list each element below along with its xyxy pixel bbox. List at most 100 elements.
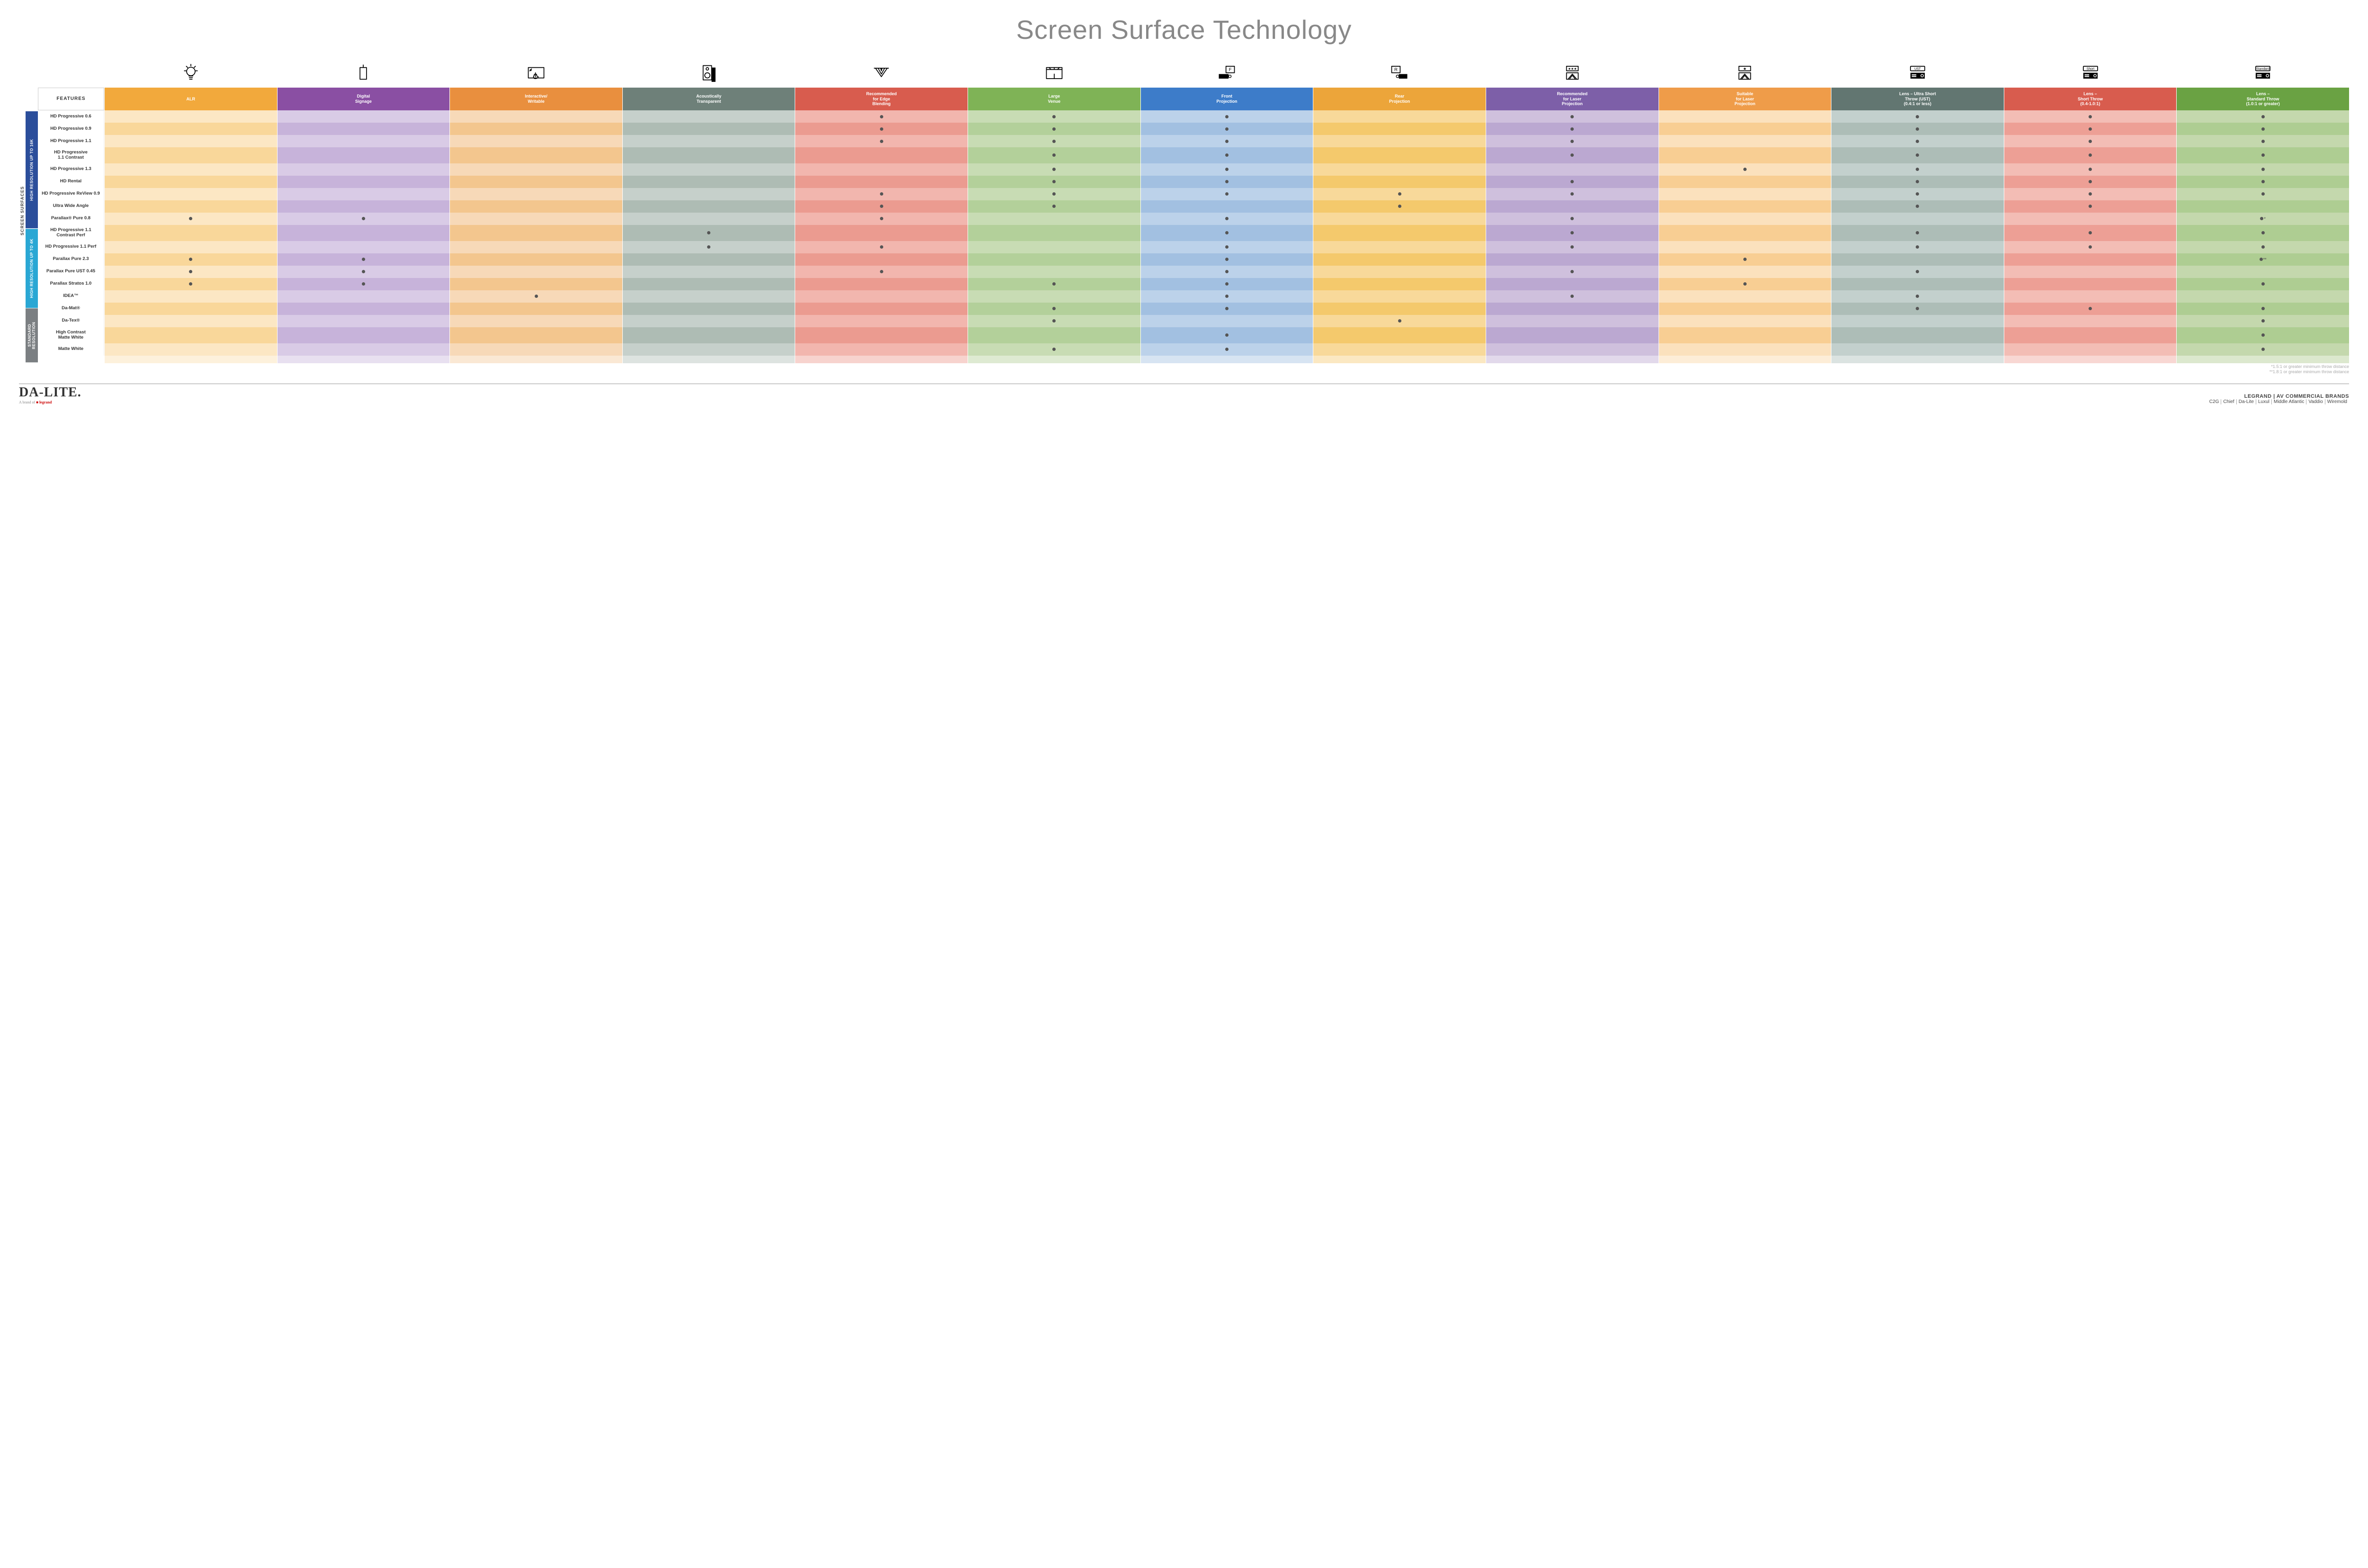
cell bbox=[450, 225, 622, 241]
dot-icon bbox=[1743, 282, 1747, 286]
cell bbox=[1313, 315, 1486, 327]
cell bbox=[623, 241, 795, 253]
cell bbox=[968, 315, 1140, 327]
dot-icon bbox=[1570, 295, 1574, 298]
dot-icon bbox=[1916, 153, 1919, 157]
group-standard-resolution: STANDARDRESOLUTION bbox=[26, 308, 38, 362]
cell bbox=[2004, 290, 2177, 303]
cell bbox=[105, 147, 277, 163]
cell bbox=[278, 343, 450, 356]
cell bbox=[1313, 123, 1486, 135]
cell bbox=[968, 278, 1140, 290]
dot-icon bbox=[2261, 192, 2265, 196]
cell bbox=[1486, 123, 1659, 135]
cell bbox=[1659, 278, 1831, 290]
cell: ** bbox=[2177, 253, 2349, 266]
cell bbox=[795, 110, 968, 123]
dot-icon bbox=[1225, 231, 1229, 234]
dot-icon bbox=[2089, 115, 2092, 118]
dot-icon bbox=[2089, 205, 2092, 208]
col-header-reclaser: Recommendedfor LaserProjection bbox=[1486, 88, 1659, 110]
row-label: Da-Mat® bbox=[38, 303, 104, 315]
cell bbox=[2004, 253, 2177, 266]
cell bbox=[1313, 253, 1486, 266]
cell bbox=[1831, 343, 2004, 356]
cell bbox=[1313, 163, 1486, 176]
logo-sub: A brand of ■ legrand bbox=[19, 400, 81, 404]
cell bbox=[968, 188, 1140, 200]
cell bbox=[968, 303, 1140, 315]
dot-icon bbox=[880, 217, 883, 220]
cell bbox=[450, 135, 622, 147]
cell bbox=[278, 225, 450, 241]
cell bbox=[105, 266, 277, 278]
dot-note: ** bbox=[2263, 257, 2267, 262]
cell bbox=[1313, 225, 1486, 241]
dot-icon bbox=[1916, 140, 1919, 143]
cell bbox=[1831, 315, 2004, 327]
cell bbox=[105, 110, 277, 123]
cell bbox=[1313, 188, 1486, 200]
cell bbox=[1831, 188, 2004, 200]
cell bbox=[1141, 163, 1313, 176]
dot-icon bbox=[1052, 180, 1056, 183]
dot-icon bbox=[1052, 127, 1056, 131]
col-header-suitlaser: Suitablefor LaserProjection bbox=[1659, 88, 1831, 110]
dot-icon bbox=[1225, 282, 1229, 286]
cell bbox=[1141, 147, 1313, 163]
cell bbox=[1831, 213, 2004, 225]
cell bbox=[105, 225, 277, 241]
cell bbox=[1831, 225, 2004, 241]
acoustic-icon bbox=[623, 59, 795, 88]
dot-icon bbox=[1225, 258, 1229, 261]
cell bbox=[2004, 110, 2177, 123]
dot-icon bbox=[1570, 115, 1574, 118]
dot-icon bbox=[2261, 231, 2265, 234]
cell bbox=[1313, 266, 1486, 278]
cell bbox=[1659, 176, 1831, 188]
dot-icon bbox=[1225, 307, 1229, 310]
dot-icon bbox=[1743, 258, 1747, 261]
dot-icon bbox=[1916, 231, 1919, 234]
signage-icon bbox=[278, 59, 450, 88]
dot-icon bbox=[1225, 333, 1229, 337]
cell bbox=[105, 163, 277, 176]
cell bbox=[105, 213, 277, 225]
cell bbox=[1831, 303, 2004, 315]
dot-icon bbox=[1052, 168, 1056, 171]
dot-icon bbox=[2089, 231, 2092, 234]
cell bbox=[105, 343, 277, 356]
cell bbox=[2004, 303, 2177, 315]
dot-icon bbox=[1570, 180, 1574, 183]
dot-icon bbox=[1225, 127, 1229, 131]
dot-icon bbox=[1225, 348, 1229, 351]
cell bbox=[450, 303, 622, 315]
dot-icon bbox=[1225, 295, 1229, 298]
cell bbox=[2004, 266, 2177, 278]
cell bbox=[795, 163, 968, 176]
dot-icon bbox=[189, 258, 192, 261]
dot-icon bbox=[1225, 180, 1229, 183]
cell bbox=[623, 315, 795, 327]
cell bbox=[1831, 200, 2004, 213]
cell bbox=[795, 315, 968, 327]
chart: SCREEN SURFACES HIGH RESOLUTION UP TO 16… bbox=[19, 59, 2349, 363]
dot-icon bbox=[2089, 140, 2092, 143]
cell bbox=[1486, 176, 1659, 188]
cell bbox=[278, 241, 450, 253]
brand: Luxul bbox=[2256, 399, 2272, 404]
dot-icon bbox=[1916, 115, 1919, 118]
dot-icon bbox=[362, 282, 365, 286]
cell bbox=[1831, 266, 2004, 278]
cell bbox=[968, 110, 1140, 123]
cell bbox=[1141, 225, 1313, 241]
cell bbox=[1486, 303, 1659, 315]
cell bbox=[1313, 147, 1486, 163]
svg-text:F: F bbox=[1229, 67, 1232, 72]
page-title: Screen Surface Technology bbox=[19, 14, 2349, 45]
cell bbox=[1659, 327, 1831, 343]
cell bbox=[105, 200, 277, 213]
cell bbox=[1141, 188, 1313, 200]
cell bbox=[795, 225, 968, 241]
cell bbox=[1313, 110, 1486, 123]
